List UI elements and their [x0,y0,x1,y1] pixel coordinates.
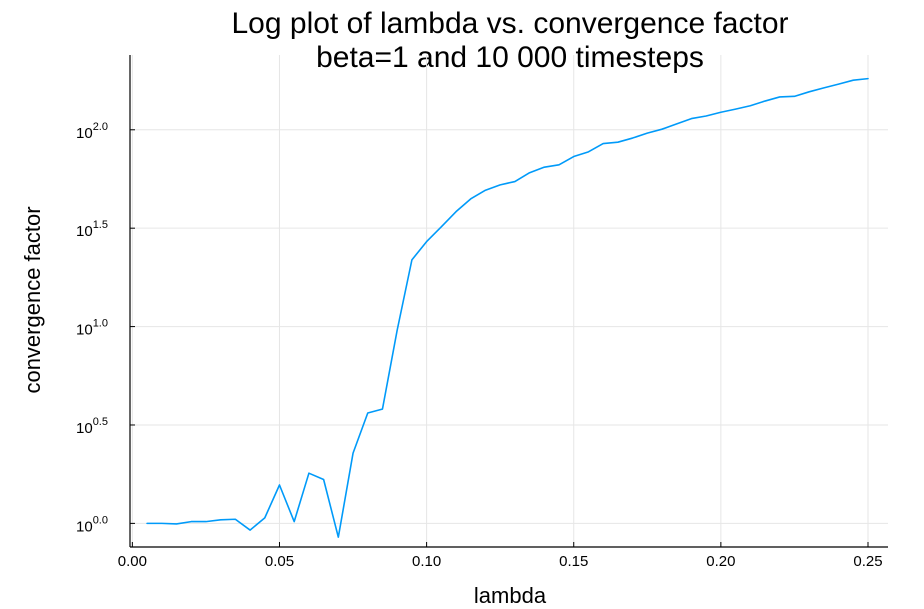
x-tick-label: 0.20 [706,553,735,570]
y-axis-label: convergence factor [20,206,45,393]
data-point [720,111,722,113]
data-point [322,478,324,480]
y-tick-label: 100.5 [76,416,108,437]
data-point [734,108,736,110]
y-tick-label: 100.0 [76,514,108,535]
data-point [749,105,751,107]
data-point [175,523,177,525]
x-tick-label: 0.25 [853,553,882,570]
data-point [455,210,457,212]
x-tick-label: 0.05 [265,553,294,570]
data-point [793,95,795,97]
data-point [264,517,266,519]
data-point [867,77,869,79]
data-point [617,141,619,143]
x-axis-label: lambda [474,583,547,608]
data-point [823,87,825,89]
y-axis-ticks: 100.0 100.5 101.0 101.5 102.0 [76,121,135,535]
data-point [646,132,648,134]
data-point [470,198,472,200]
x-axis-ticks: 0.00 0.05 0.10 0.15 0.20 0.25 [118,542,883,570]
data-point [411,259,413,261]
data-point [852,79,854,81]
y-tick-label: 101.5 [76,219,108,240]
data-point [631,137,633,139]
x-tick-label: 0.15 [559,553,588,570]
y-tick-label: 102.0 [76,121,108,142]
data-point [484,189,486,191]
data-point [190,520,192,522]
data-point [705,115,707,117]
data-point [396,329,398,331]
data-point [234,518,236,520]
data-point [808,91,810,93]
y-tick-label: 101.0 [76,318,108,339]
x-tick-label: 0.10 [412,553,441,570]
data-point [690,117,692,119]
data-point [381,408,383,410]
data-point [558,164,560,166]
data-point [337,536,339,538]
data-point [278,484,280,486]
chart-title: Log plot of lambda vs. convergence facto… [232,7,789,40]
data-point [440,226,442,228]
data-point [573,155,575,157]
data-point [367,412,369,414]
data-point [587,151,589,153]
data-point [293,520,295,522]
data-point [308,472,310,474]
data-point [543,166,545,168]
data-points [146,77,869,538]
data-point [514,180,516,182]
data-point [528,171,530,173]
data-point [425,240,427,242]
series-line [146,77,869,538]
data-point [499,184,501,186]
data-point [146,522,148,524]
data-point [661,128,663,130]
grid [130,55,888,547]
data-point [676,123,678,125]
data-point [779,96,781,98]
data-point [205,520,207,522]
data-point [837,83,839,85]
data-point [161,522,163,524]
data-point [764,100,766,102]
data-point [352,452,354,454]
chart-subtitle: beta=1 and 10 000 timesteps [316,41,704,74]
data-point [602,142,604,144]
data-point [249,529,251,531]
data-point [219,519,221,521]
x-tick-label: 0.00 [118,553,147,570]
